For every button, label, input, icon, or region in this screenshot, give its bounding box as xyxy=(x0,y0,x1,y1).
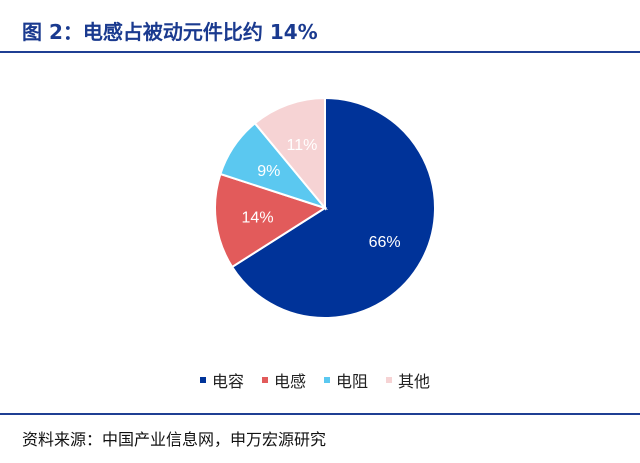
legend-swatch-resistor xyxy=(324,377,331,383)
legend-label-capacitor: 电容 xyxy=(212,372,245,391)
legend-item-other: 其他 xyxy=(386,368,430,392)
legend-label-resistor: 电阻 xyxy=(336,372,369,391)
legend-swatch-other xyxy=(386,377,393,383)
pie-label-3: 11% xyxy=(287,137,318,154)
legend-swatch-inductor xyxy=(262,377,269,383)
figure-title: 图 2：电感占被动元件比约 14% xyxy=(22,20,318,44)
pie-slice-3 xyxy=(253,96,326,211)
pie-label-1: 14% xyxy=(242,210,274,227)
source-divider xyxy=(0,413,640,415)
pie-chart: 66% 14% 9% 11% xyxy=(214,96,436,319)
chart-legend: 电容 电感 电阻 其他 xyxy=(200,368,430,392)
pie-slice-0 xyxy=(230,96,436,319)
legend-item-capacitor: 电容 xyxy=(200,368,244,392)
source-note: 资料来源：中国产业信息网，申万宏源研究 xyxy=(22,430,327,449)
title-divider xyxy=(0,51,640,53)
legend-item-inductor: 电感 xyxy=(262,368,306,392)
legend-label-other: 其他 xyxy=(398,372,431,391)
pie-label-2: 9% xyxy=(257,163,280,180)
legend-item-resistor: 电阻 xyxy=(324,368,368,392)
pie-slice-1 xyxy=(214,172,328,269)
pie-label-0: 66% xyxy=(369,234,401,251)
legend-label-inductor: 电感 xyxy=(274,372,307,391)
legend-swatch-capacitor xyxy=(200,377,206,383)
